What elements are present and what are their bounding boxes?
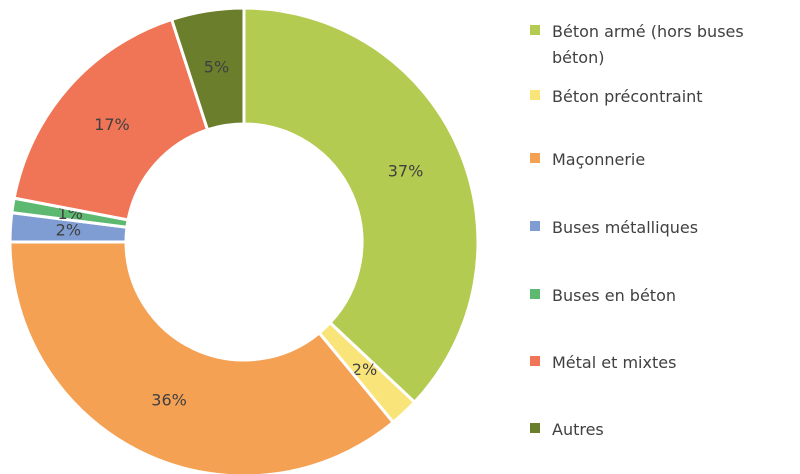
legend-swatch [530,90,540,100]
legend-label: Maçonnerie [552,150,646,169]
legend-entry: Béton précontraint [530,84,795,110]
data-label: 37% [388,162,424,181]
legend-label: Béton précontraint [552,87,703,106]
legend-swatch [530,356,540,366]
legend-entry: Autres [530,417,795,443]
legend-swatch [530,289,540,299]
legend-swatch [530,25,540,35]
data-label: 2% [352,360,377,379]
slice [169,6,246,132]
legend-entry: Buses métalliques [530,215,795,241]
legend-label: Autres [552,420,604,439]
slice [12,17,210,222]
legend-label: Buses métalliques [552,218,699,237]
data-label: 17% [94,115,130,134]
data-label: 2% [56,220,81,239]
legend-swatch [530,153,540,163]
legend-label: Béton armé (hors buses béton) [552,22,744,67]
legend-swatch [530,221,540,231]
legend-swatch [530,423,540,433]
slice [8,240,396,474]
legend-label: Métal et mixtes [552,353,677,372]
legend-entry: Métal et mixtes [530,350,795,376]
legend-entry: Béton armé (hors buses béton) [530,19,795,71]
data-label: 5% [204,58,229,77]
slice [242,6,480,405]
data-label: 36% [151,391,187,410]
legend-entry: Buses en béton [530,283,795,309]
legend-entry: Maçonnerie [530,147,795,173]
legend-label: Buses en béton [552,286,676,305]
